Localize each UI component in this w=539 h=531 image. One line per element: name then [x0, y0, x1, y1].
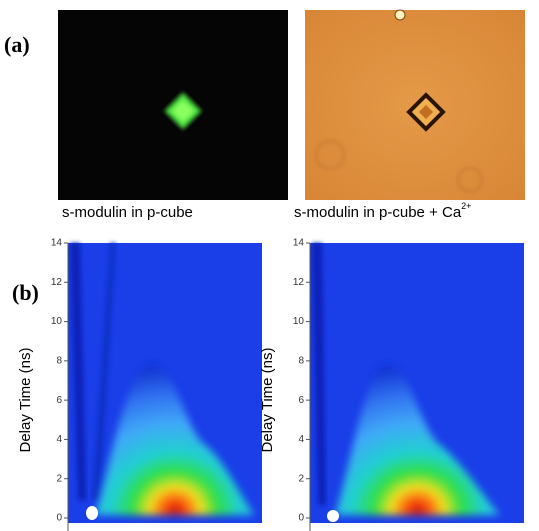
y-axis-label: Delay Time (ns) — [259, 347, 276, 452]
y-tick-label: 6 — [56, 395, 62, 406]
panel-label: (b) — [12, 280, 39, 305]
y-tick-label: 8 — [298, 355, 304, 366]
y-axis-label: Delay Time (ns) — [17, 347, 34, 452]
y-tick-label: 12 — [293, 277, 305, 288]
y-tick-label: 12 — [51, 277, 63, 288]
heatmap-right — [310, 243, 524, 523]
panel-label: (a) — [4, 32, 30, 57]
y-tick-label: 8 — [56, 355, 62, 366]
caption: s-modulin in p-cube — [62, 204, 193, 221]
heatmap-left — [68, 243, 262, 523]
y-tick-label: 0 — [298, 513, 304, 524]
y-tick-label: 0 — [56, 513, 62, 524]
caption-superscript: 2+ — [461, 201, 471, 211]
image-fluorescence — [58, 10, 288, 200]
y-tick-label: 10 — [51, 316, 63, 327]
y-tick-label: 6 — [298, 395, 304, 406]
y-tick-label: 10 — [293, 316, 305, 327]
y-tick-label: 14 — [51, 238, 63, 249]
image-brightfield — [305, 9, 525, 200]
y-tick-label: 14 — [293, 238, 305, 249]
y-tick-label: 2 — [298, 473, 304, 484]
y-tick-label: 4 — [298, 434, 304, 445]
caption: s-modulin in p-cube + Ca2+ — [294, 201, 471, 221]
y-tick-label: 2 — [56, 473, 62, 484]
y-tick-label: 4 — [56, 434, 62, 445]
caption-text: s-modulin in p-cube + Ca — [294, 204, 462, 221]
